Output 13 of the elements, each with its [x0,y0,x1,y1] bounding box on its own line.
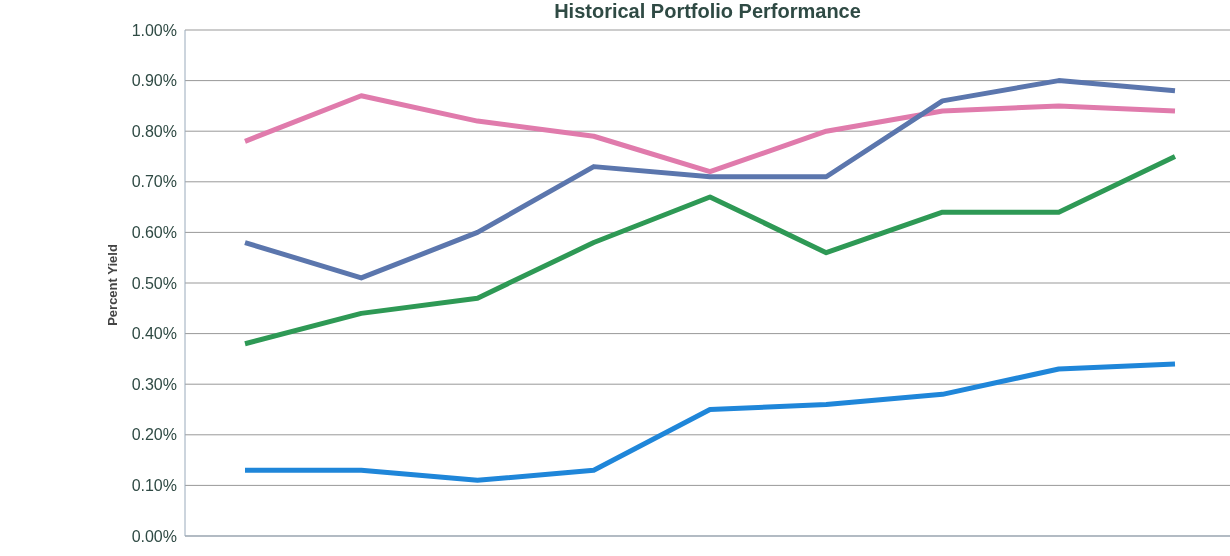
y-tick-label: 0.00% [131,527,177,545]
y-tick-label: 0.70% [131,173,177,191]
y-tick-label: 0.20% [131,426,177,444]
chart-title: Historical Portfolio Performance [553,0,862,23]
y-tick-label: 0.30% [131,375,177,393]
y-tick-label: 0.10% [131,477,177,495]
y-tick-label: 0.60% [131,224,177,242]
y-tick-label: 1.00% [131,21,177,39]
y-axis-title: Percent Yield [104,244,120,326]
y-tick-label: 0.40% [131,325,177,343]
y-tick-label: 0.90% [131,72,177,90]
y-tick-label: 0.80% [131,122,177,140]
y-tick-label: 0.50% [131,274,177,292]
